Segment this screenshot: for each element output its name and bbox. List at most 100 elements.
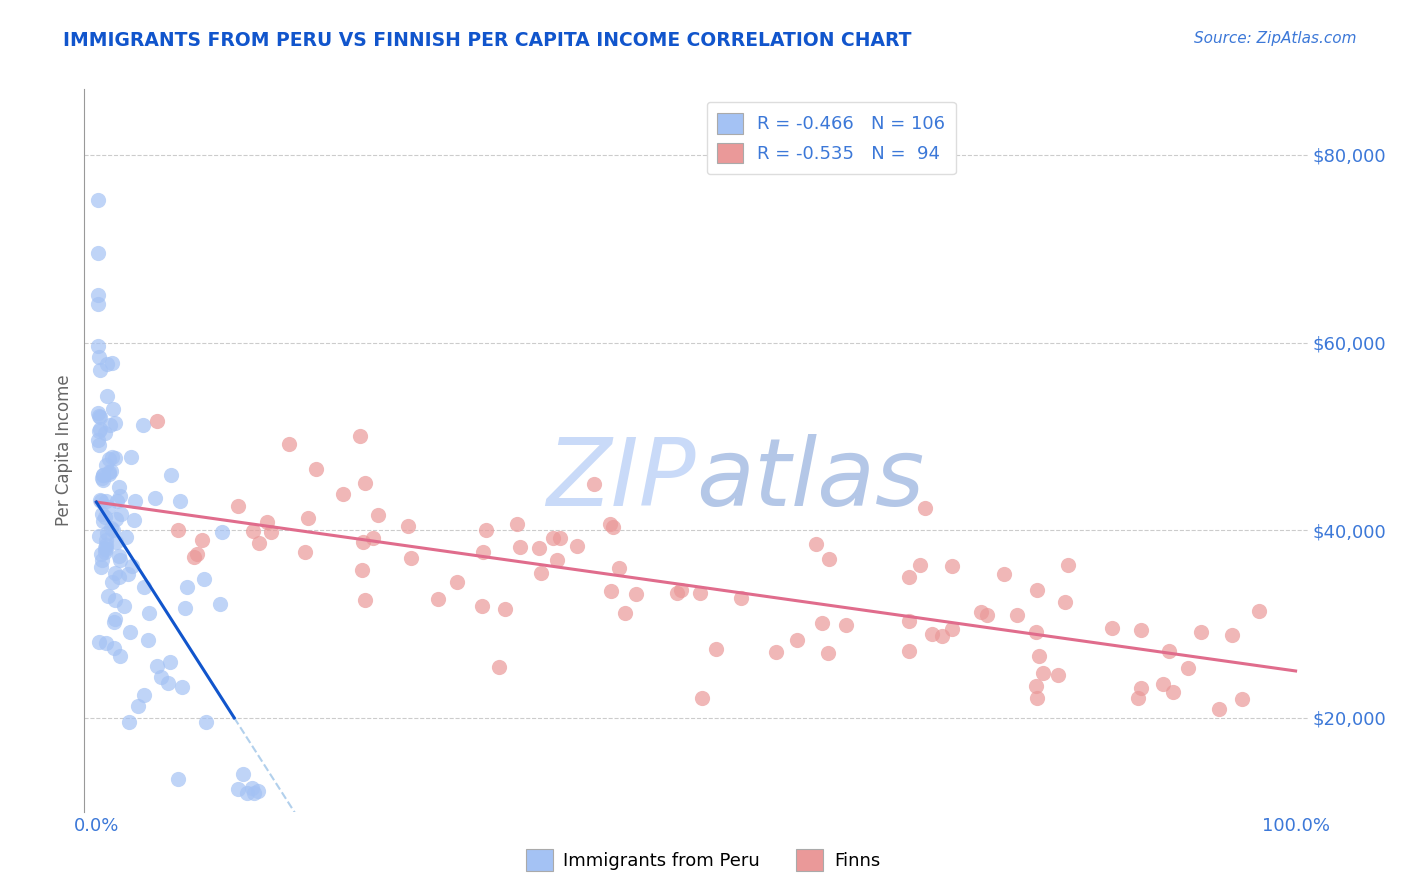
Point xyxy=(110,507,132,521)
Legend: R = -0.466   N = 106, R = -0.535   N =  94: R = -0.466 N = 106, R = -0.535 N = 94 xyxy=(707,102,956,174)
Point xyxy=(100,450,122,465)
Point xyxy=(160,468,183,483)
Point xyxy=(134,580,156,594)
Point xyxy=(100,464,122,478)
Point xyxy=(96,389,118,403)
Point xyxy=(91,468,114,483)
Point xyxy=(396,518,419,533)
Point xyxy=(97,500,120,514)
Point xyxy=(103,615,125,629)
Point xyxy=(1032,666,1054,681)
Point xyxy=(86,433,108,447)
Point xyxy=(305,462,328,476)
Point xyxy=(976,608,998,623)
Point xyxy=(105,534,128,549)
Point xyxy=(488,659,510,673)
Point xyxy=(115,530,138,544)
Point xyxy=(89,634,111,648)
Point xyxy=(104,450,127,465)
Point xyxy=(97,467,120,481)
Point xyxy=(121,559,143,574)
Point xyxy=(931,629,953,643)
Point xyxy=(208,597,231,611)
Point xyxy=(120,450,142,465)
Point xyxy=(614,606,637,620)
Point xyxy=(86,245,108,260)
Point xyxy=(1101,621,1123,635)
Point xyxy=(921,627,943,641)
Point xyxy=(474,523,496,537)
Point xyxy=(97,589,120,603)
Point xyxy=(897,643,920,657)
Point xyxy=(103,593,125,607)
Point xyxy=(1220,628,1243,642)
Point xyxy=(970,605,993,619)
Point xyxy=(101,523,124,537)
Point xyxy=(624,587,647,601)
Point xyxy=(399,550,422,565)
Point xyxy=(228,499,250,513)
Point xyxy=(897,570,920,584)
Point xyxy=(817,646,839,660)
Point xyxy=(811,615,834,630)
Point xyxy=(494,601,516,615)
Point xyxy=(1189,624,1212,639)
Point xyxy=(1161,685,1184,699)
Point xyxy=(211,525,233,540)
Point xyxy=(169,493,191,508)
Point xyxy=(87,438,110,452)
Point xyxy=(367,508,389,522)
Point xyxy=(226,782,249,797)
Point xyxy=(541,531,564,545)
Point xyxy=(908,558,931,572)
Point xyxy=(509,540,531,554)
Point xyxy=(91,467,114,482)
Point xyxy=(167,523,190,537)
Point xyxy=(193,572,215,586)
Point xyxy=(530,566,553,580)
Point xyxy=(124,493,146,508)
Point xyxy=(426,591,449,606)
Point xyxy=(173,600,195,615)
Point xyxy=(1177,661,1199,675)
Point xyxy=(90,560,112,574)
Point xyxy=(105,512,128,526)
Point xyxy=(104,566,127,581)
Point xyxy=(294,545,316,559)
Point xyxy=(89,529,111,543)
Point xyxy=(146,659,169,673)
Point xyxy=(94,541,117,555)
Point xyxy=(993,566,1015,581)
Point xyxy=(1025,624,1047,639)
Point xyxy=(104,612,127,626)
Point xyxy=(186,547,208,561)
Point xyxy=(170,680,193,694)
Point xyxy=(1247,604,1270,618)
Point xyxy=(1152,677,1174,691)
Point xyxy=(898,614,921,628)
Point xyxy=(94,533,117,547)
Point xyxy=(89,422,111,436)
Point xyxy=(232,767,254,781)
Point xyxy=(607,560,630,574)
Point xyxy=(94,545,117,559)
Point xyxy=(183,550,205,565)
Point xyxy=(156,676,179,690)
Point xyxy=(87,409,110,423)
Point xyxy=(159,655,181,669)
Point xyxy=(600,584,623,599)
Point xyxy=(100,575,122,590)
Point xyxy=(730,591,752,605)
Point xyxy=(90,494,112,508)
Point xyxy=(506,516,529,531)
Point xyxy=(91,507,114,521)
Point xyxy=(704,641,727,656)
Point xyxy=(260,524,283,539)
Point xyxy=(94,510,117,524)
Legend: Immigrants from Peru, Finns: Immigrants from Peru, Finns xyxy=(519,842,887,879)
Point xyxy=(1126,690,1149,705)
Point xyxy=(118,624,141,639)
Point xyxy=(98,465,121,479)
Point xyxy=(242,786,264,800)
Point xyxy=(90,471,112,485)
